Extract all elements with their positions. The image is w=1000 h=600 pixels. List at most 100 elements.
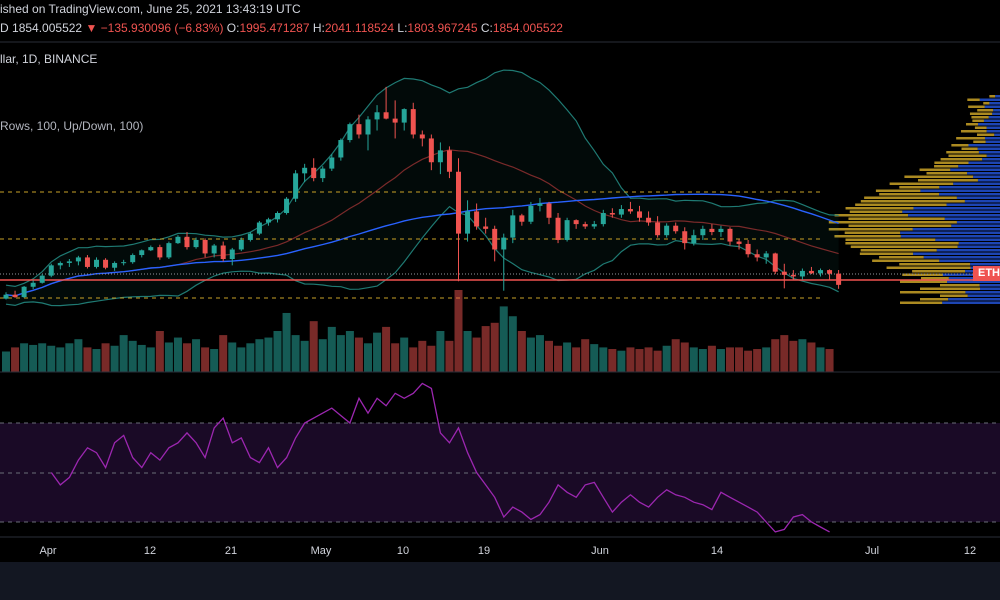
volume-profile-row-up: [879, 193, 940, 196]
volume-bar: [798, 339, 807, 372]
volume-profile-row-down: [973, 175, 1000, 178]
candle-body: [338, 140, 344, 158]
candle-body: [30, 282, 36, 287]
candle-body: [609, 213, 615, 215]
candle-body: [112, 262, 118, 268]
volume-profile-row-up: [828, 228, 913, 231]
x-tick-label: 14: [710, 545, 724, 557]
candle-body: [401, 109, 407, 123]
volume-bar: [445, 340, 454, 372]
volume-profile-row-up: [967, 98, 980, 101]
candle-body: [365, 119, 371, 135]
candle-body: [265, 219, 271, 223]
volume-bar: [364, 343, 372, 372]
volume-profile-row-down: [913, 252, 1000, 255]
symbol-line[interactable]: llar, 1D, BINANCE: [0, 52, 98, 66]
volume-bar: [753, 349, 762, 372]
x-tick-label: Jul: [864, 545, 880, 557]
volume-profile-row-down: [983, 119, 1000, 122]
volume-bar: [680, 342, 689, 372]
volume-bar: [382, 326, 391, 372]
volume-profile-row-up: [844, 231, 901, 234]
volume-profile-row-up: [972, 119, 984, 122]
volume-profile-row-down: [951, 224, 1000, 227]
volume-bar: [735, 347, 744, 372]
volume-bar: [816, 347, 825, 372]
volume-bar: [38, 343, 47, 372]
volume-bar: [201, 347, 210, 372]
last-price: 1854.005522: [12, 21, 83, 35]
volume-profile-row-up: [977, 109, 994, 112]
volume-profile-row-up: [850, 245, 958, 248]
moving-average-50: [5, 193, 839, 297]
volume-profile-row-up: [879, 256, 924, 259]
candle-body: [727, 228, 733, 242]
volume-profile-row-up: [899, 186, 940, 189]
volume-profile-row-down: [995, 95, 1000, 98]
candle-body: [238, 239, 244, 250]
volume-profile-row-down: [970, 263, 1000, 266]
candle-body: [763, 253, 769, 258]
volume-bar: [228, 342, 237, 372]
published-line: ished on TradingView.com, June 25, 2021 …: [0, 2, 301, 16]
volume-profile-row-up: [983, 102, 990, 105]
volume-bar: [92, 349, 101, 372]
candle-body: [130, 255, 136, 263]
candle-body: [175, 236, 181, 244]
volume-bar: [454, 290, 463, 372]
volume-bar: [264, 337, 273, 372]
volume-profile-row-up: [966, 123, 978, 126]
candle-body: [754, 254, 760, 258]
volume-bar: [155, 331, 164, 372]
volume-bar: [726, 347, 734, 372]
volume-profile-row-down: [979, 287, 1000, 290]
volume-profile-row-down: [957, 245, 1000, 248]
candle-body: [446, 150, 452, 172]
x-tick-label: 21: [224, 545, 238, 557]
candle-body: [320, 168, 326, 179]
volume-profile-row-down: [950, 168, 1000, 171]
volume-profile-row-up: [828, 221, 957, 224]
volume-bar: [535, 335, 544, 372]
price-change: −135.930096 (−6.83%): [100, 21, 224, 35]
candle-body: [383, 112, 389, 119]
candle-body: [456, 171, 461, 234]
volume-bar: [400, 337, 409, 372]
x-tick-label: 19: [477, 545, 491, 557]
candle-body: [166, 243, 172, 258]
candle-body: [374, 112, 380, 120]
volume-profile-row-up: [940, 158, 983, 161]
volume-profile-row-up: [919, 168, 951, 171]
candle-body: [818, 270, 823, 274]
volume-profile-row-up: [886, 266, 971, 269]
volume-profile-legend[interactable]: Rows, 100, Up/Down, 100): [0, 119, 144, 133]
volume-profile-row-up: [946, 151, 979, 154]
volume-profile-row-down: [900, 231, 1000, 234]
candle-body: [428, 138, 434, 163]
volume-bar: [662, 345, 671, 372]
volume-bar: [689, 347, 698, 372]
volume-bar: [481, 326, 490, 372]
candle-body: [347, 124, 353, 141]
volume-profile-row-down: [989, 102, 1000, 105]
candle-body: [483, 226, 489, 229]
candle-body: [84, 257, 90, 267]
volume-profile-row-up: [948, 154, 987, 157]
volume-profile-row-down: [964, 200, 1000, 203]
low-value: 1803.967245: [407, 21, 478, 35]
candle-body: [66, 261, 72, 263]
volume-profile-row-up: [934, 165, 959, 168]
volume-bar: [146, 347, 155, 372]
candle-body: [682, 231, 688, 244]
volume-bar: [572, 347, 581, 372]
time-axis[interactable]: [0, 538, 1000, 562]
volume-bar: [590, 344, 599, 372]
candle-body: [157, 247, 163, 258]
volume-bar: [409, 347, 418, 372]
volume-bar: [137, 344, 146, 372]
volume-profile-row-down: [942, 273, 1000, 276]
volume-profile-row-up: [834, 235, 901, 238]
candle-body: [94, 259, 99, 267]
volume-bar: [183, 343, 191, 372]
